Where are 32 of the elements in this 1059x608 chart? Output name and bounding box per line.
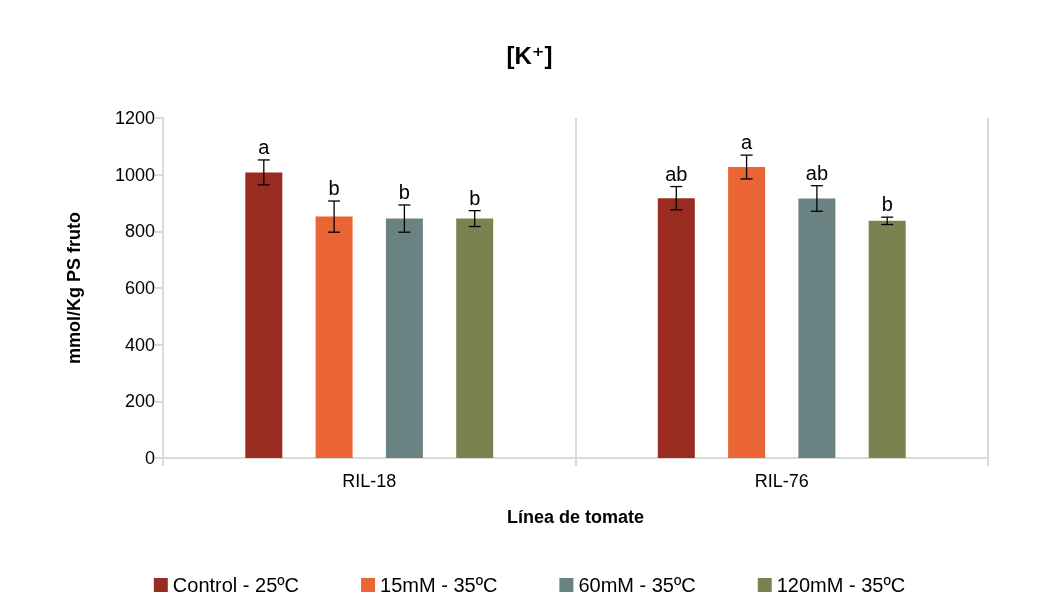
legend-label: Control - 25ºC xyxy=(172,574,300,596)
data-label: b xyxy=(328,177,340,200)
y-tick-label: 1000 xyxy=(114,164,155,185)
bar xyxy=(657,198,695,458)
bar xyxy=(245,172,283,458)
legend-label: 15mM - 35ºC xyxy=(380,574,498,596)
x-tick-label: RIL-76 xyxy=(754,471,809,491)
y-tick-label: 200 xyxy=(124,391,155,412)
y-axis-title: mmol/Kg PS fruto xyxy=(64,212,84,364)
bar xyxy=(798,198,836,458)
data-label: a xyxy=(258,135,271,158)
data-label: b xyxy=(398,180,410,203)
y-tick-label: 1200 xyxy=(114,108,155,128)
y-tick-label: 400 xyxy=(124,334,155,355)
x-axis-title: Línea de tomate xyxy=(506,507,645,527)
y-tick-label: 800 xyxy=(124,221,155,242)
bar xyxy=(385,218,423,458)
bar xyxy=(315,216,353,458)
data-label: ab xyxy=(665,162,688,185)
bar xyxy=(728,167,766,458)
legend-label: 120mM - 35ºC xyxy=(776,574,906,596)
chart-title: [K⁺] xyxy=(506,41,553,69)
y-tick-label: 0 xyxy=(144,448,155,468)
data-label: b xyxy=(469,186,481,209)
legend-label: 60mM - 35ºC xyxy=(578,574,696,596)
bar xyxy=(868,220,906,458)
data-label: a xyxy=(741,131,754,154)
data-label: ab xyxy=(805,161,829,184)
data-label: b xyxy=(881,193,893,216)
x-tick-label: RIL-18 xyxy=(342,471,397,491)
y-tick-label: 600 xyxy=(124,278,155,298)
bar xyxy=(456,218,494,458)
